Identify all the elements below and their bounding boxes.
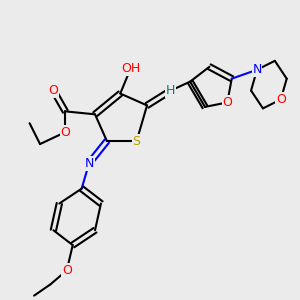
Text: O: O — [60, 126, 70, 139]
Text: O: O — [49, 84, 58, 97]
Text: S: S — [133, 135, 141, 148]
Text: O: O — [276, 93, 286, 106]
Text: O: O — [62, 264, 72, 277]
Text: OH: OH — [121, 62, 140, 75]
Text: N: N — [252, 63, 262, 76]
Text: H: H — [166, 84, 176, 97]
Text: O: O — [222, 96, 232, 109]
Text: N: N — [84, 157, 94, 170]
